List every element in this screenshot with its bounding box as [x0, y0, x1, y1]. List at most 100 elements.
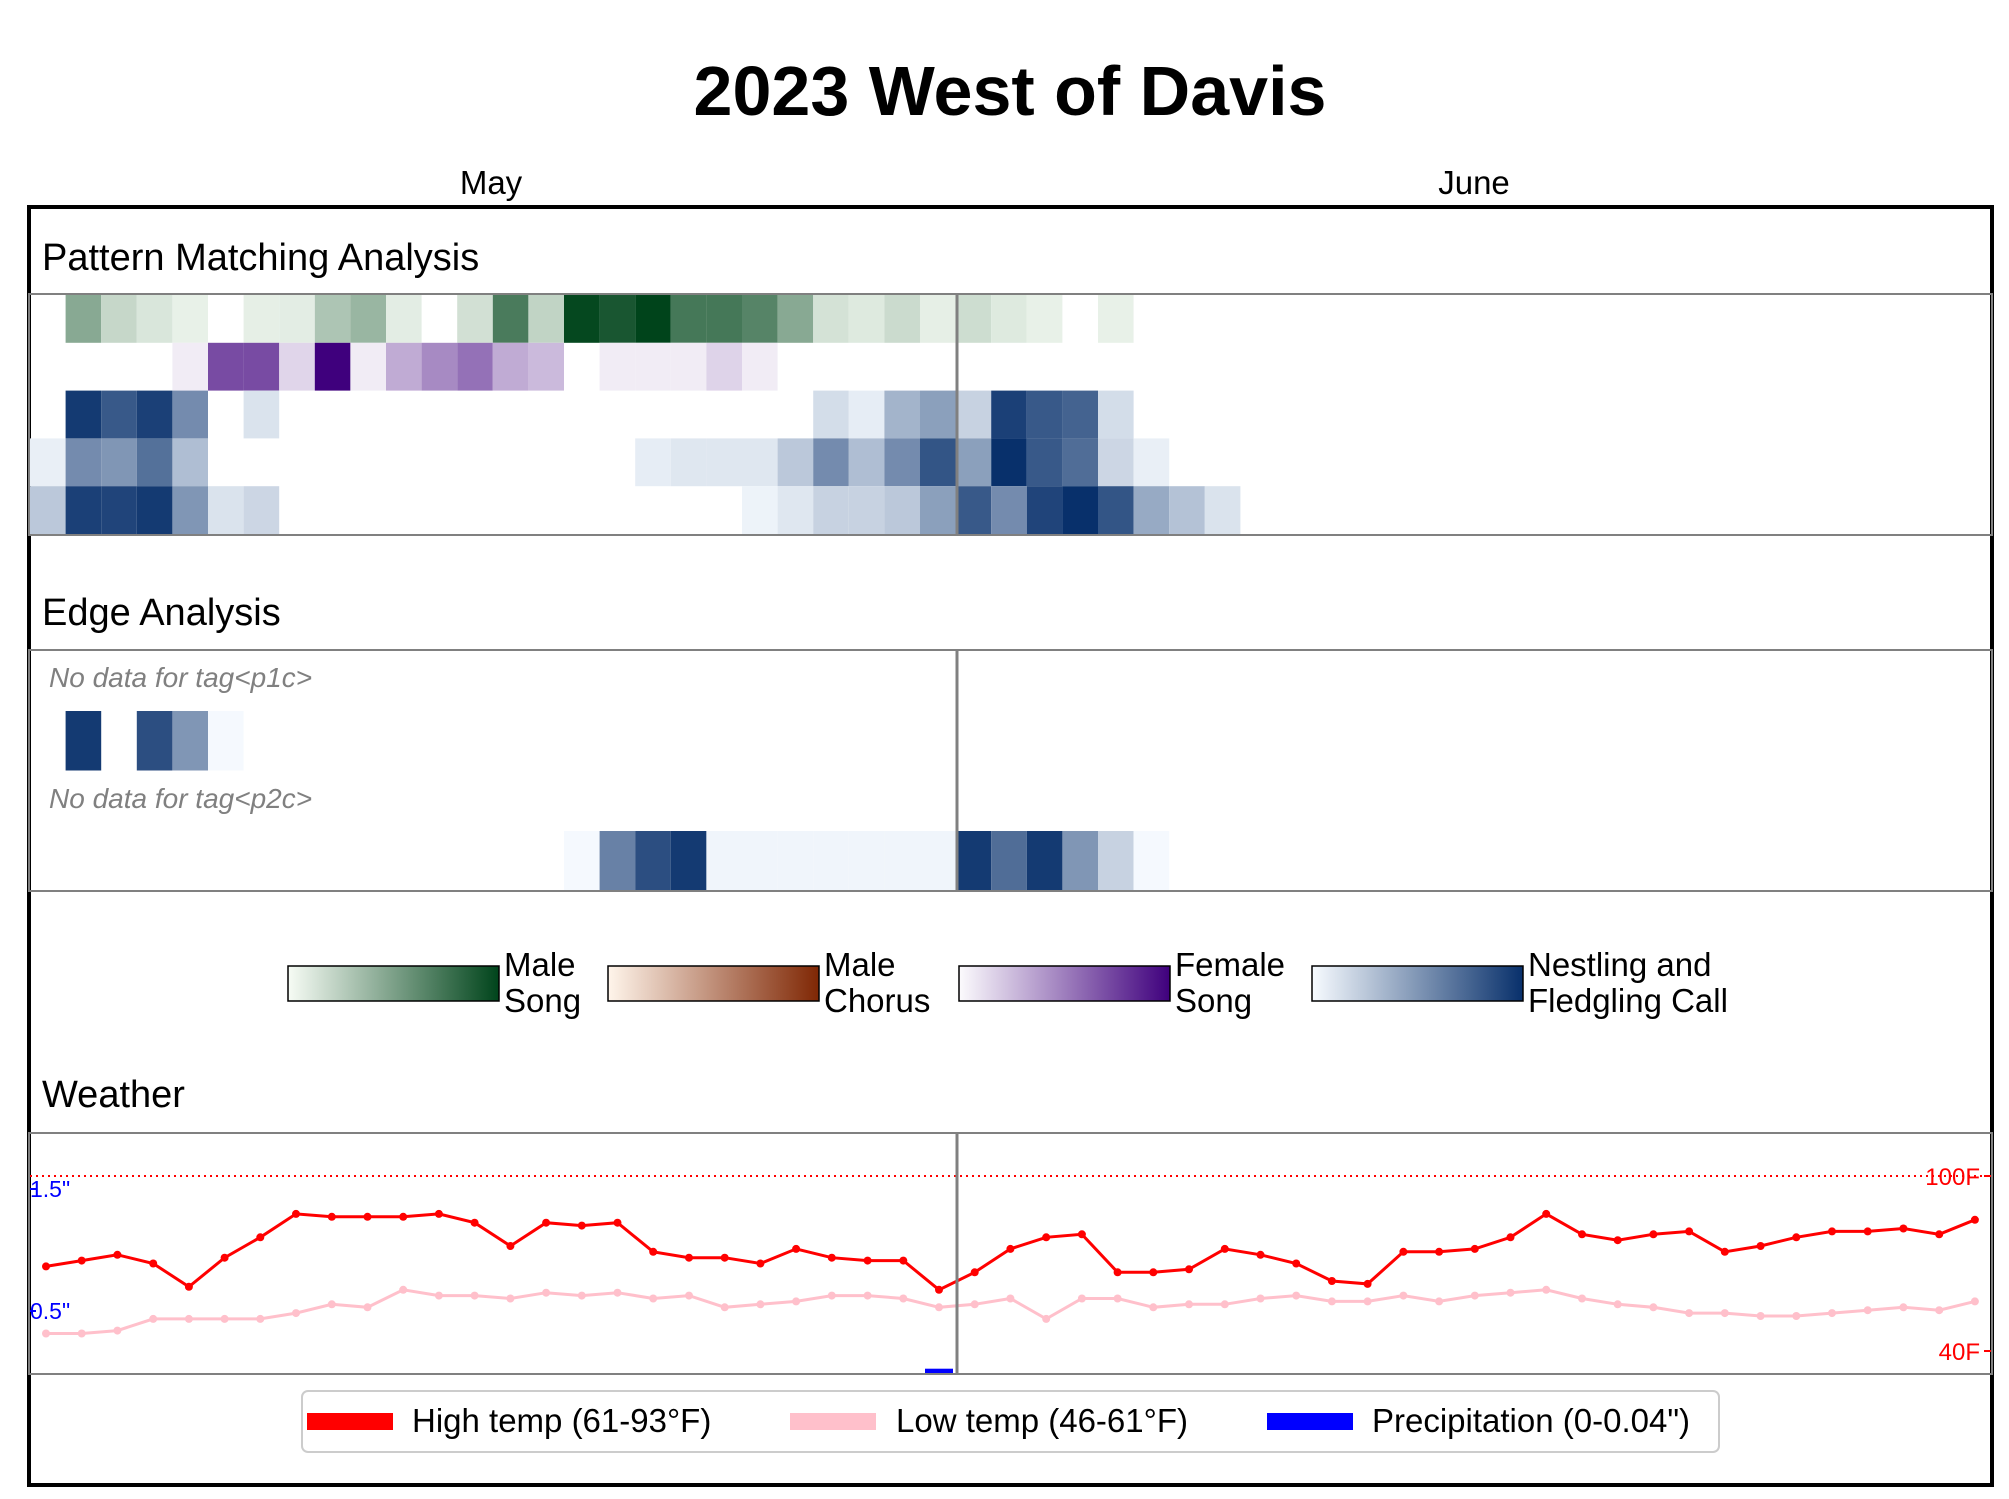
high-temp-point-d19 [720, 1253, 729, 1262]
high-temp-point-d11 [434, 1209, 443, 1218]
pattern-cell-r1-d20 [742, 342, 778, 391]
high-temp-point-d7 [292, 1209, 300, 1218]
legend-swatch-precip [1267, 1413, 1353, 1430]
edge-cell-r3-d16 [599, 831, 636, 891]
colorbar-label-line1: Male [824, 946, 896, 983]
pattern-cell-r3-d21 [777, 438, 814, 487]
high-temp-point-d50 [1828, 1227, 1836, 1236]
temp-axis-tick-label: 40F [1939, 1339, 1980, 1366]
high-temp-point-d39 [1435, 1247, 1444, 1256]
chart-title: 2023 West of Davis [694, 52, 1327, 130]
low-temp-point-d5 [220, 1314, 229, 1323]
pattern-cell-r3-d0 [30, 438, 66, 487]
colorbar-male-chorus [607, 965, 820, 1002]
legend-label-high: High temp (61-93°F) [412, 1402, 711, 1439]
low-temp-point-d50 [1828, 1309, 1836, 1318]
pattern-cell-r0-d10 [386, 295, 422, 343]
pattern-cell-r1-d4 [172, 342, 208, 391]
low-temp-point-d33 [1220, 1300, 1229, 1309]
pattern-cell-r4-d1 [65, 486, 102, 534]
edge-heatmap [65, 711, 1170, 891]
high-temp-point-d4 [184, 1282, 193, 1291]
low-temp-point-d36 [1327, 1297, 1336, 1306]
pattern-cell-r1-d6 [243, 342, 280, 391]
pattern-cell-r3-d18 [670, 438, 707, 487]
low-temp-point-d42 [1542, 1285, 1551, 1294]
weather-plot: 100F 40F 1.5" 0.5" [29, 1164, 1992, 1374]
edge-cell-r3-d18 [670, 831, 707, 891]
pattern-cell-r1-d9 [350, 342, 386, 391]
colorbar-label-line2: Song [1175, 982, 1252, 1019]
legend-label-precip: Precipitation (0-0.04") [1372, 1402, 1690, 1439]
colorbar-label-line2: Song [504, 982, 581, 1019]
pattern-cell-r1-d18 [670, 342, 707, 391]
pattern-cell-r0-d30 [1098, 295, 1134, 343]
pattern-cell-r3-d24 [884, 438, 920, 487]
colorbar-label-line1: Nestling and [1528, 946, 1711, 983]
pattern-cell-r3-d3 [136, 438, 173, 487]
edge-cell-r3-d15 [564, 831, 600, 891]
pattern-cell-r3-d28 [1026, 438, 1063, 487]
pattern-cell-r0-d21 [777, 295, 814, 343]
low-temp-point-d0 [42, 1329, 50, 1338]
weather-legend: High temp (61-93°F) Low temp (46-61°F) P… [301, 1390, 1720, 1453]
pattern-cell-r2-d25 [920, 390, 956, 439]
high-temp-point-d38 [1399, 1247, 1408, 1256]
high-temp-point-d9 [363, 1212, 372, 1221]
high-temp-point-d22 [827, 1253, 836, 1262]
pattern-cell-r1-d14 [528, 342, 564, 391]
pattern-cell-r1-d11 [421, 342, 458, 391]
pattern-cell-r0-d18 [670, 295, 707, 343]
high-temp-point-d48 [1756, 1242, 1765, 1250]
high-temp-point-d15 [577, 1221, 586, 1230]
edge-cell-r3-d24 [884, 831, 920, 891]
pattern-cell-r0-d17 [635, 295, 671, 343]
high-temp-point-d14 [542, 1218, 551, 1227]
pattern-cell-r2-d1 [65, 390, 102, 439]
section-title-pattern: Pattern Matching Analysis [42, 237, 479, 279]
low-temp-point-d2 [113, 1326, 122, 1335]
high-temp-point-d23 [863, 1256, 872, 1265]
high-temp-point-d3 [149, 1259, 158, 1268]
pattern-cell-r4-d2 [101, 486, 137, 534]
pattern-cell-r4-d33 [1204, 486, 1241, 534]
high-temp-point-d47 [1720, 1247, 1729, 1256]
low-temp-point-d47 [1720, 1309, 1729, 1318]
pattern-cell-r0-d2 [101, 295, 137, 343]
edge-no-data-p1c: No data for tag<p1c> [49, 662, 312, 693]
low-temp-point-d18 [685, 1291, 693, 1300]
pattern-cell-r3-d19 [706, 438, 742, 487]
pattern-cell-r4-d31 [1133, 486, 1170, 534]
low-temp-point-d3 [149, 1314, 158, 1323]
low-temp-point-d16 [613, 1288, 622, 1297]
pattern-heatmap [30, 295, 1241, 534]
colorbar-nestling [1311, 965, 1524, 1002]
pattern-cell-r4-d0 [30, 486, 66, 534]
low-temp-point-d4 [184, 1314, 193, 1323]
pattern-cell-r2-d29 [1062, 390, 1098, 439]
low-temp-point-d39 [1435, 1297, 1444, 1306]
pattern-cell-r4-d27 [991, 486, 1027, 534]
high-temp-point-d49 [1792, 1233, 1801, 1242]
pattern-cell-r3-d30 [1098, 438, 1134, 487]
pattern-cell-r4-d29 [1062, 486, 1098, 534]
pattern-cell-r3-d4 [172, 438, 208, 487]
low-temp-point-d51 [1863, 1306, 1872, 1315]
pattern-cell-r4-d6 [243, 486, 280, 534]
high-temp-point-d8 [327, 1212, 336, 1221]
pattern-cell-r3-d31 [1133, 438, 1170, 487]
high-temp-point-d28 [1042, 1233, 1051, 1242]
pattern-cell-r1-d5 [208, 342, 244, 391]
pattern-cell-r3-d27 [991, 438, 1027, 487]
high-temp-point-d34 [1256, 1250, 1265, 1259]
high-temp-point-d5 [220, 1253, 229, 1262]
pattern-cell-r3-d29 [1062, 438, 1098, 487]
pattern-cell-r3-d1 [65, 438, 102, 487]
high-temp-point-d33 [1220, 1244, 1229, 1253]
edge-axes-frame [28, 649, 1993, 892]
low-temp-point-d35 [1292, 1291, 1301, 1300]
edge-cell-r3-d30 [1098, 831, 1134, 891]
pattern-cell-r4-d21 [777, 486, 814, 534]
